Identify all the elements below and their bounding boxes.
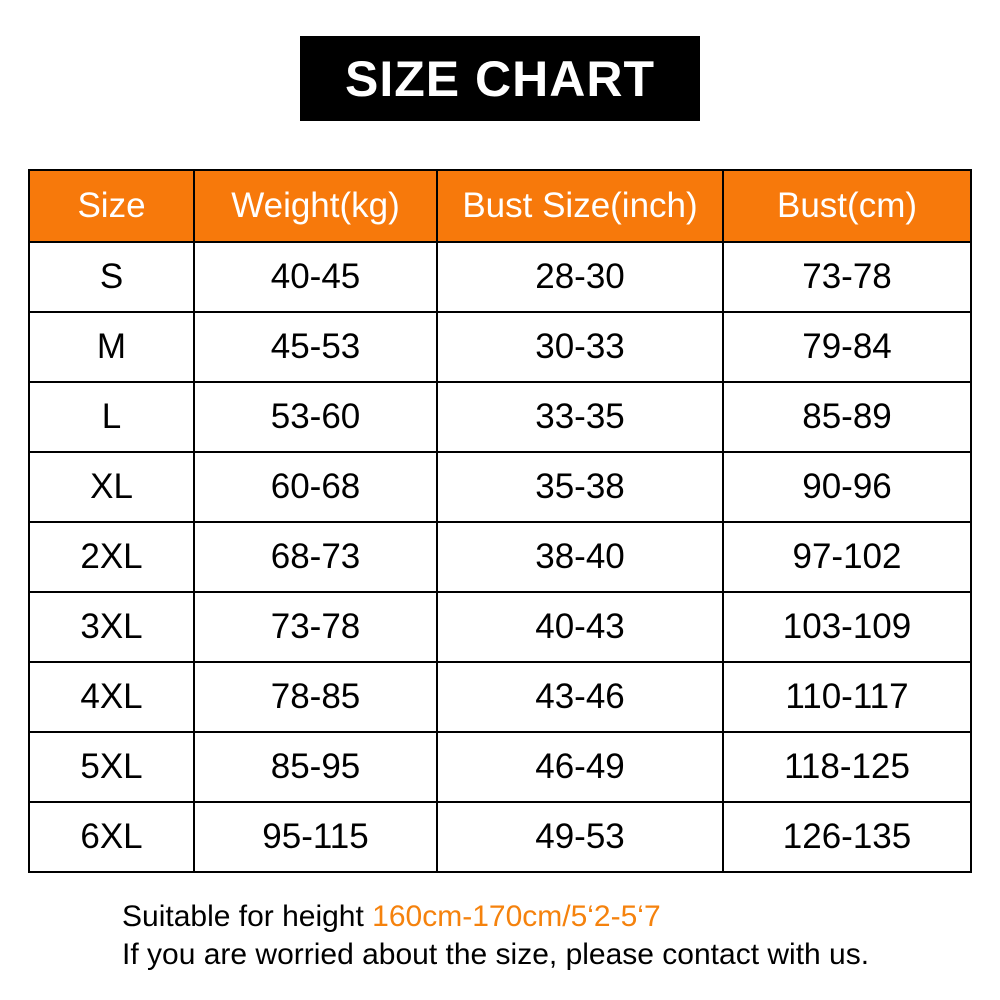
cell-size: 3XL	[28, 591, 195, 663]
cell-bust-inch: 46-49	[436, 731, 724, 803]
cell-bust-cm: 118-125	[722, 731, 972, 803]
table-row-m: M 45-53 30-33 79-84	[28, 311, 972, 383]
cell-size: M	[28, 311, 195, 383]
page-title: SIZE CHART	[345, 50, 655, 107]
table-row-l: L 53-60 33-35 85-89	[28, 381, 972, 453]
table-row-3xl: 3XL 73-78 40-43 103-109	[28, 591, 972, 663]
cell-weight-kg: 53-60	[193, 381, 438, 453]
title-banner: SIZE CHART	[300, 36, 700, 121]
table-row-2xl: 2XL 68-73 38-40 97-102	[28, 521, 972, 593]
cell-bust-inch: 49-53	[436, 801, 724, 873]
header-row: Size Weight(kg) Bust Size(inch) Bust(cm)	[28, 169, 972, 243]
header-bust-cm: Bust(cm)	[722, 169, 972, 243]
cell-bust-cm: 73-78	[722, 241, 972, 313]
cell-weight-kg: 95-115	[193, 801, 438, 873]
cell-bust-inch: 35-38	[436, 451, 724, 523]
cell-bust-cm: 126-135	[722, 801, 972, 873]
cell-bust-cm: 97-102	[722, 521, 972, 593]
cell-bust-cm: 90-96	[722, 451, 972, 523]
cell-size: S	[28, 241, 195, 313]
cell-bust-inch: 30-33	[436, 311, 724, 383]
cell-size: 2XL	[28, 521, 195, 593]
footer-line-1: Suitable for height 160cm-170cm/5‘2-5‘7	[122, 898, 869, 936]
cell-weight-kg: 60-68	[193, 451, 438, 523]
cell-bust-cm: 85-89	[722, 381, 972, 453]
footer-height-range: 160cm-170cm/5‘2-5‘7	[372, 900, 661, 933]
table-row-s: S 40-45 28-30 73-78	[28, 241, 972, 313]
cell-size: 6XL	[28, 801, 195, 873]
cell-bust-inch: 43-46	[436, 661, 724, 733]
cell-weight-kg: 73-78	[193, 591, 438, 663]
size-chart-table: Size Weight(kg) Bust Size(inch) Bust(cm)…	[28, 169, 972, 873]
table-row-6xl: 6XL 95-115 49-53 126-135	[28, 801, 972, 873]
cell-bust-cm: 110-117	[722, 661, 972, 733]
cell-weight-kg: 45-53	[193, 311, 438, 383]
header-weight-kg: Weight(kg)	[193, 169, 438, 243]
header-bust-inch: Bust Size(inch)	[436, 169, 724, 243]
cell-bust-inch: 40-43	[436, 591, 724, 663]
cell-bust-cm: 79-84	[722, 311, 972, 383]
cell-bust-cm: 103-109	[722, 591, 972, 663]
cell-size: XL	[28, 451, 195, 523]
table-row-xl: XL 60-68 35-38 90-96	[28, 451, 972, 523]
cell-weight-kg: 85-95	[193, 731, 438, 803]
table-row-4xl: 4XL 78-85 43-46 110-117	[28, 661, 972, 733]
footer-note: Suitable for height 160cm-170cm/5‘2-5‘7 …	[122, 898, 869, 974]
cell-bust-inch: 28-30	[436, 241, 724, 313]
header-size: Size	[28, 169, 195, 243]
cell-size: L	[28, 381, 195, 453]
table-row-5xl: 5XL 85-95 46-49 118-125	[28, 731, 972, 803]
cell-size: 4XL	[28, 661, 195, 733]
cell-bust-inch: 33-35	[436, 381, 724, 453]
cell-weight-kg: 68-73	[193, 521, 438, 593]
footer-height-label: Suitable for height	[122, 900, 373, 933]
cell-size: 5XL	[28, 731, 195, 803]
cell-bust-inch: 38-40	[436, 521, 724, 593]
footer-line-2: If you are worried about the size, pleas…	[122, 938, 870, 971]
cell-weight-kg: 40-45	[193, 241, 438, 313]
cell-weight-kg: 78-85	[193, 661, 438, 733]
